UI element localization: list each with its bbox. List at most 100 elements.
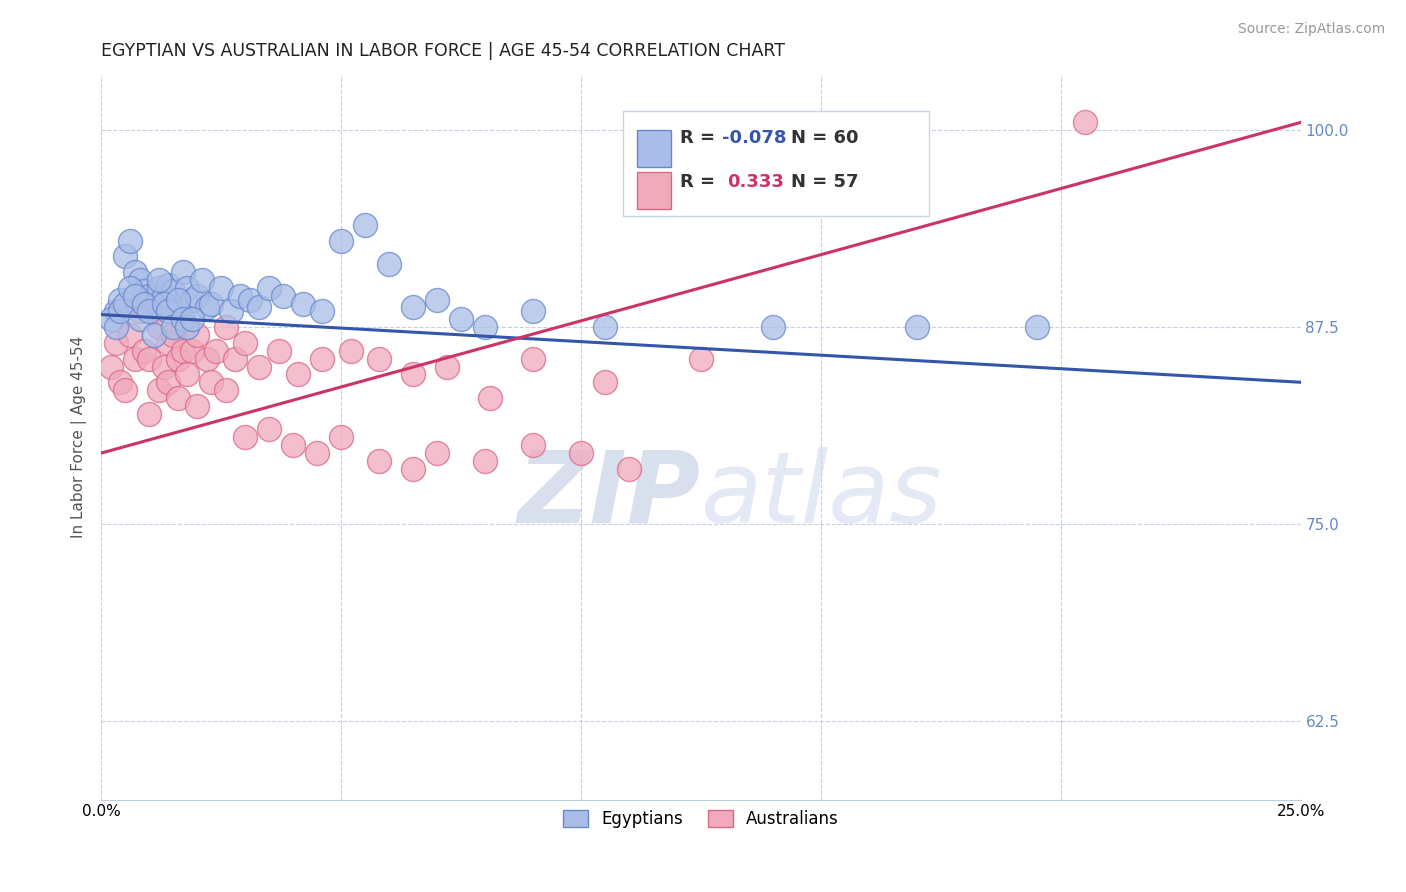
- Point: [148, 281, 170, 295]
- Point: [257, 422, 280, 436]
- Point: [593, 376, 616, 390]
- Point: [162, 320, 184, 334]
- Point: [118, 328, 141, 343]
- Point: [110, 376, 132, 390]
- Point: [138, 407, 160, 421]
- Point: [157, 335, 180, 350]
- Point: [104, 320, 127, 334]
- Point: [233, 430, 256, 444]
- Y-axis label: In Labor Force | Age 45-54: In Labor Force | Age 45-54: [72, 336, 87, 539]
- Point: [176, 281, 198, 295]
- Point: [305, 446, 328, 460]
- Point: [617, 462, 640, 476]
- Point: [124, 351, 146, 366]
- Point: [118, 281, 141, 295]
- Point: [176, 320, 198, 334]
- Point: [134, 284, 156, 298]
- Point: [114, 383, 136, 397]
- Point: [167, 293, 190, 308]
- Point: [181, 343, 204, 358]
- Point: [1025, 320, 1047, 334]
- Text: EGYPTIAN VS AUSTRALIAN IN LABOR FORCE | AGE 45-54 CORRELATION CHART: EGYPTIAN VS AUSTRALIAN IN LABOR FORCE | …: [101, 42, 785, 60]
- Point: [478, 391, 501, 405]
- Point: [249, 300, 271, 314]
- Point: [128, 312, 150, 326]
- Point: [172, 343, 194, 358]
- Point: [114, 296, 136, 310]
- Text: N = 57: N = 57: [790, 173, 858, 191]
- Text: -0.078: -0.078: [723, 129, 787, 147]
- Point: [200, 376, 222, 390]
- Point: [134, 343, 156, 358]
- Text: R =: R =: [681, 129, 721, 147]
- Point: [593, 320, 616, 334]
- Point: [195, 300, 218, 314]
- Point: [142, 304, 165, 318]
- Point: [905, 320, 928, 334]
- Point: [181, 312, 204, 326]
- Point: [176, 320, 198, 334]
- Point: [172, 312, 194, 326]
- Point: [118, 234, 141, 248]
- Point: [402, 368, 425, 382]
- Point: [110, 293, 132, 308]
- Point: [239, 293, 262, 308]
- FancyBboxPatch shape: [637, 129, 671, 167]
- Point: [142, 296, 165, 310]
- Point: [522, 351, 544, 366]
- Point: [172, 265, 194, 279]
- Point: [330, 430, 353, 444]
- Point: [138, 304, 160, 318]
- Text: atlas: atlas: [700, 447, 942, 544]
- Point: [191, 273, 214, 287]
- Point: [215, 320, 238, 334]
- Point: [128, 304, 150, 318]
- Point: [205, 343, 228, 358]
- Point: [474, 320, 496, 334]
- Point: [330, 234, 353, 248]
- Point: [257, 281, 280, 295]
- Point: [378, 257, 401, 271]
- Point: [100, 312, 122, 326]
- Point: [450, 312, 472, 326]
- Point: [200, 296, 222, 310]
- Point: [157, 277, 180, 292]
- Point: [522, 438, 544, 452]
- Point: [569, 446, 592, 460]
- Point: [104, 304, 127, 318]
- Point: [311, 351, 333, 366]
- Point: [152, 288, 174, 302]
- Text: R =: R =: [681, 173, 728, 191]
- Point: [311, 304, 333, 318]
- Text: N = 60: N = 60: [790, 129, 858, 147]
- Point: [100, 359, 122, 374]
- Text: ZIP: ZIP: [517, 447, 700, 544]
- Point: [402, 300, 425, 314]
- Text: Source: ZipAtlas.com: Source: ZipAtlas.com: [1237, 22, 1385, 37]
- Point: [162, 284, 184, 298]
- Point: [229, 288, 252, 302]
- Point: [368, 454, 391, 468]
- Point: [138, 288, 160, 302]
- Point: [436, 359, 458, 374]
- FancyBboxPatch shape: [637, 171, 671, 210]
- Point: [186, 399, 208, 413]
- Point: [124, 288, 146, 302]
- Point: [1073, 115, 1095, 129]
- Point: [110, 304, 132, 318]
- Point: [157, 376, 180, 390]
- Point: [104, 335, 127, 350]
- Point: [181, 293, 204, 308]
- Point: [142, 328, 165, 343]
- Point: [152, 359, 174, 374]
- Point: [224, 351, 246, 366]
- Point: [195, 351, 218, 366]
- Point: [157, 304, 180, 318]
- Point: [162, 328, 184, 343]
- Point: [138, 351, 160, 366]
- Point: [167, 304, 190, 318]
- Point: [281, 438, 304, 452]
- Point: [426, 446, 449, 460]
- Point: [287, 368, 309, 382]
- Point: [167, 391, 190, 405]
